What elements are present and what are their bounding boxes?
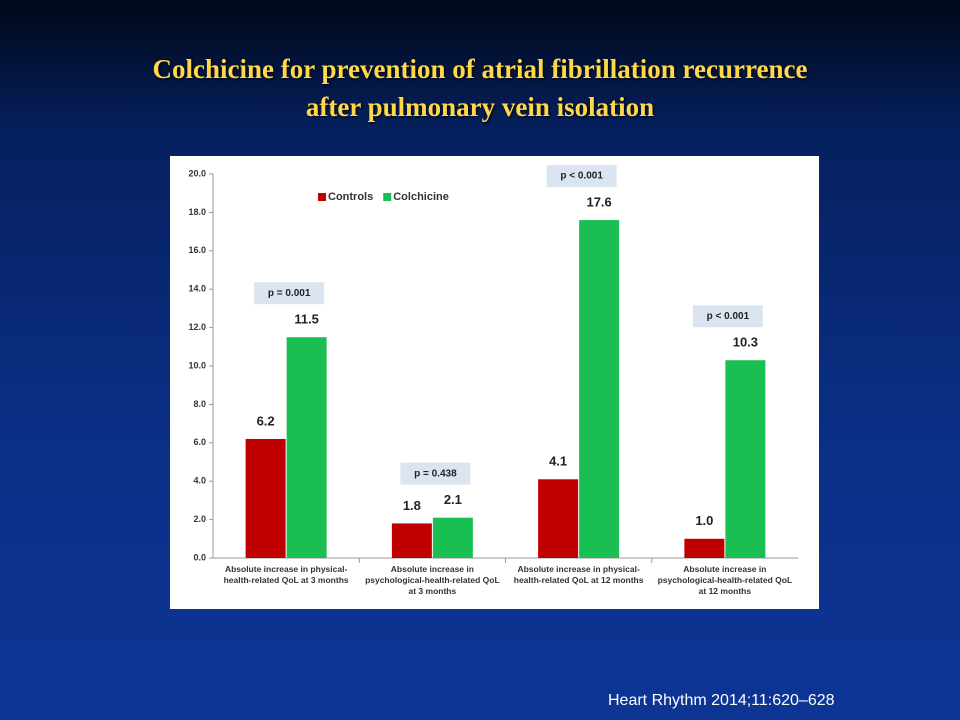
legend-swatch bbox=[383, 193, 392, 201]
annotation-box bbox=[692, 305, 763, 328]
bar bbox=[538, 479, 579, 558]
x-tick-label: Absolute increase in physical-health-rel… bbox=[223, 564, 349, 585]
value-label: 11.5 bbox=[294, 312, 319, 327]
value-label: 2.1 bbox=[444, 492, 462, 507]
legend-label: Colchicine bbox=[393, 191, 449, 203]
y-tick-label: 2.0 bbox=[193, 514, 206, 524]
legend-swatch bbox=[318, 193, 326, 201]
source-citation: Heart Rhythm 2014;11:620–628 bbox=[608, 692, 835, 709]
y-tick-label: 10.0 bbox=[188, 360, 206, 370]
bar bbox=[432, 517, 473, 558]
y-tick-label: 16.0 bbox=[188, 245, 206, 255]
value-label: 1.0 bbox=[695, 513, 713, 528]
y-tick-label: 8.0 bbox=[193, 399, 206, 409]
y-tick-label: 6.0 bbox=[193, 437, 206, 447]
x-tick-label: Absolute increase in psychological-healt… bbox=[365, 564, 500, 596]
bar bbox=[579, 220, 620, 558]
legend-label: Controls bbox=[328, 191, 373, 203]
bar bbox=[391, 523, 432, 558]
annotation: p < 0.001 bbox=[707, 311, 750, 322]
slide-title: after pulmonary vein isolation bbox=[305, 92, 655, 122]
annotation: p < 0.001 bbox=[560, 171, 603, 182]
bar bbox=[286, 337, 327, 558]
annotation-box bbox=[400, 462, 471, 485]
value-label: 10.3 bbox=[733, 335, 758, 350]
annotation-box bbox=[546, 165, 617, 188]
y-tick-label: 18.0 bbox=[188, 207, 206, 217]
bar bbox=[684, 538, 725, 558]
x-tick-label-box: Absolute increase in physical-health-rel… bbox=[513, 564, 644, 585]
bar bbox=[245, 438, 286, 558]
x-tick-label: Absolute increase in physical-health-rel… bbox=[513, 564, 644, 585]
y-tick-label: 0.0 bbox=[193, 552, 206, 562]
x-tick-label-box: Absolute increase in physical-health-rel… bbox=[223, 564, 349, 585]
bar bbox=[725, 360, 766, 558]
annotation: p = 0.001 bbox=[268, 288, 311, 299]
y-tick-label: 20.0 bbox=[188, 168, 206, 178]
x-tick-label: Absolute increase in psychological-healt… bbox=[657, 564, 793, 596]
x-tick-label-box: Absolute increase in psychological-healt… bbox=[365, 564, 500, 596]
value-label: 17.6 bbox=[586, 195, 611, 210]
x-tick-label-box: Absolute increase in psychological-healt… bbox=[657, 564, 793, 596]
annotation-box bbox=[254, 282, 325, 305]
y-tick-label: 12.0 bbox=[188, 322, 206, 332]
slide-title: Colchicine for prevention of atrial fibr… bbox=[152, 54, 808, 84]
value-label: 1.8 bbox=[403, 498, 421, 513]
value-label: 6.2 bbox=[257, 413, 275, 428]
y-tick-label: 4.0 bbox=[193, 476, 206, 486]
annotation: p = 0.438 bbox=[414, 468, 457, 479]
y-tick-label: 14.0 bbox=[188, 284, 206, 294]
value-label: 4.1 bbox=[549, 454, 567, 469]
